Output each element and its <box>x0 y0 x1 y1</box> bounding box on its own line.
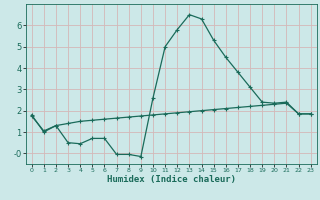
X-axis label: Humidex (Indice chaleur): Humidex (Indice chaleur) <box>107 175 236 184</box>
